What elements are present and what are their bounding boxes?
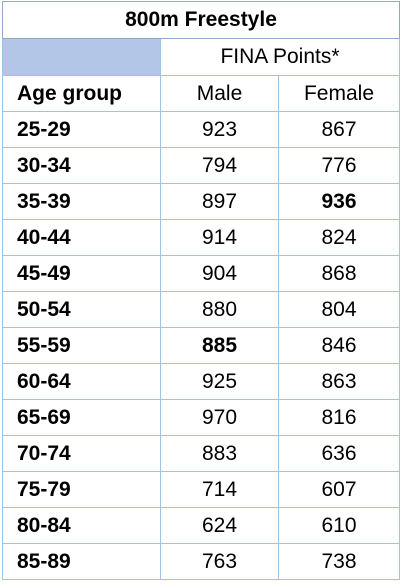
points: 897	[160, 183, 279, 220]
points: 846	[277, 327, 401, 364]
points: 763	[160, 543, 279, 580]
column-header: Male	[160, 75, 279, 112]
points: 714	[160, 471, 279, 508]
column-header-row: Age group Male Female	[2, 75, 401, 112]
points: 610	[277, 507, 401, 544]
points: 925	[160, 363, 279, 400]
points-table: 800m Freestyle FINA Points* Age group Ma…	[1, 1, 401, 580]
table-row: 65-69 970 816	[2, 399, 401, 436]
points: 914	[160, 219, 279, 256]
points: 607	[277, 471, 401, 508]
table-row: 35-39 897 936	[2, 183, 401, 220]
age-group: 75-79	[2, 471, 161, 508]
points: 738	[277, 543, 401, 580]
table-body: 25-29 923 867 30-34 794 776 35-39 897 936 40-44 91…	[2, 111, 401, 580]
group-header: FINA Points*	[159, 38, 401, 76]
points: 804	[277, 291, 401, 328]
points: 923	[160, 111, 279, 148]
title-row: 800m Freestyle	[1, 1, 401, 39]
blank-cell	[2, 38, 161, 76]
age-group: 25-29	[2, 111, 161, 148]
table-row: 80-84 624 610	[2, 507, 401, 544]
points: 816	[277, 399, 401, 436]
points: 794	[160, 147, 279, 184]
age-group: 45-49	[2, 255, 161, 292]
age-group: 60-64	[2, 363, 161, 400]
column-header: Age group	[2, 75, 161, 112]
points: 904	[160, 255, 279, 292]
column-header: Female	[277, 75, 401, 112]
age-group: 55-59	[2, 327, 161, 364]
table-row: 40-44 914 824	[2, 219, 401, 256]
table-row: 60-64 925 863	[2, 363, 401, 400]
points: 880	[160, 291, 279, 328]
table-row: 50-54 880 804	[2, 291, 401, 328]
points: 863	[277, 363, 401, 400]
points: 824	[277, 219, 401, 256]
points: 970	[160, 399, 279, 436]
points: 776	[277, 147, 401, 184]
group-row: FINA Points*	[2, 38, 401, 76]
table-row: 30-34 794 776	[2, 147, 401, 184]
age-group: 35-39	[2, 183, 161, 220]
age-group: 80-84	[2, 507, 161, 544]
points: 885	[160, 327, 279, 364]
points: 636	[277, 435, 401, 472]
points: 883	[160, 435, 279, 472]
table-row: 45-49 904 868	[2, 255, 401, 292]
points: 868	[277, 255, 401, 292]
points: 936	[277, 183, 401, 220]
age-group: 65-69	[2, 399, 161, 436]
age-group: 40-44	[2, 219, 161, 256]
table-title: 800m Freestyle	[1, 1, 401, 39]
table-row: 55-59 885 846	[2, 327, 401, 364]
points: 624	[160, 507, 279, 544]
age-group: 50-54	[2, 291, 161, 328]
table-row: 85-89 763 738	[2, 543, 401, 580]
age-group: 70-74	[2, 435, 161, 472]
points: 867	[277, 111, 401, 148]
table-row: 25-29 923 867	[2, 111, 401, 148]
age-group: 30-34	[2, 147, 161, 184]
table-row: 75-79 714 607	[2, 471, 401, 508]
age-group: 85-89	[2, 543, 161, 580]
table-row: 70-74 883 636	[2, 435, 401, 472]
